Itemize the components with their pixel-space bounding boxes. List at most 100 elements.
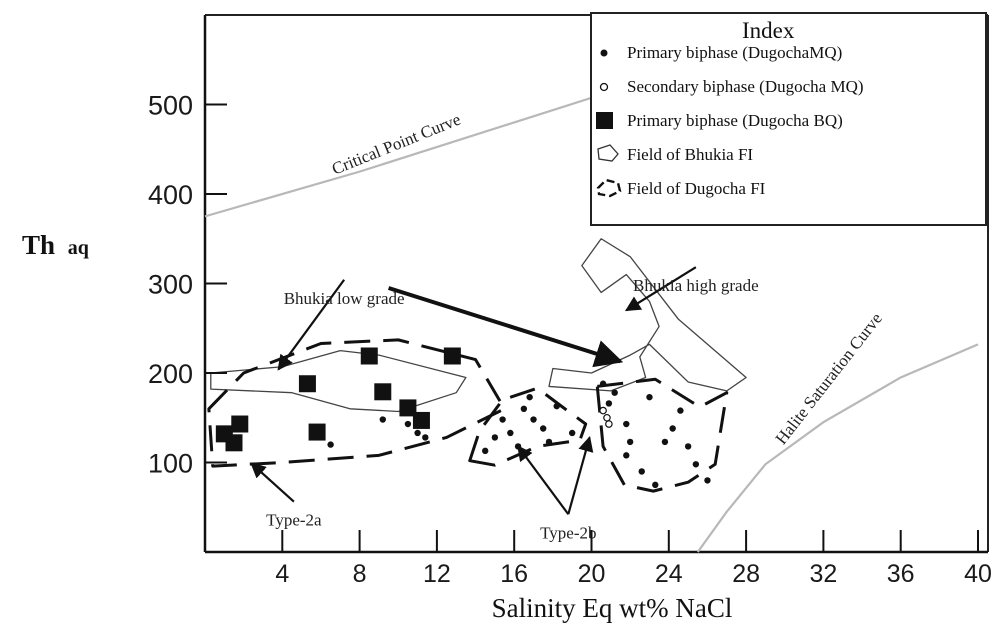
- type-2b-label: Type-2b: [540, 523, 596, 542]
- mq-primary-point: [520, 405, 528, 412]
- bhukia-high-grade-label: Bhukia high grade: [633, 276, 759, 295]
- legend-item-label: Primary biphase (Dugocha BQ): [627, 111, 843, 130]
- legend-filled-square: [596, 112, 613, 129]
- legend-item-label: Field of Dugocha FI: [627, 179, 766, 198]
- bq-square-point: [360, 347, 378, 365]
- legend-item: Field of Dugocha FI: [596, 178, 766, 198]
- mq-primary-point: [646, 393, 653, 401]
- legend-filled-dot: [600, 49, 608, 57]
- x-tick-label: 4: [275, 560, 289, 588]
- x-tick-label: 32: [809, 560, 837, 588]
- bq-square-point: [399, 399, 417, 417]
- mq-primary-point: [545, 438, 553, 446]
- y-axis-title-sub: aq: [68, 237, 89, 259]
- mq-primary-point: [379, 416, 386, 423]
- mq-primary-point: [553, 402, 560, 410]
- legend-item: Secondary biphase (Dugocha MQ): [599, 77, 864, 96]
- type-2a-arrow: [250, 462, 295, 503]
- mq-primary-point: [491, 434, 499, 441]
- x-tick-label: 8: [353, 560, 367, 588]
- bq-square-point: [225, 434, 243, 452]
- mq-primary-point: [623, 420, 630, 428]
- legend-title: Index: [742, 18, 795, 43]
- type-2b-left-field: [468, 386, 588, 467]
- x-axis-title: Salinity Eq wt% NaCl: [492, 593, 733, 623]
- x-tick-label: 24: [655, 560, 683, 588]
- legend-box: [590, 12, 987, 226]
- bhukia-low-grade-arrow: [277, 279, 346, 371]
- legend-solid-outline: [597, 144, 619, 162]
- type-2a-label: Type-2a: [266, 511, 322, 530]
- mq-primary-point: [530, 416, 537, 423]
- bhukia-low-grade-field: [210, 349, 467, 413]
- x-tick-label: 12: [423, 560, 451, 588]
- mq-primary-point: [669, 425, 676, 432]
- bq-square-point: [308, 423, 326, 441]
- y-axis-title-main: Th: [22, 230, 55, 260]
- mq-primary-point: [499, 416, 506, 423]
- x-tick-label: 16: [500, 560, 528, 588]
- mq-primary-point: [507, 429, 514, 437]
- x-tick-label: 20: [578, 560, 606, 588]
- mq-primary-point: [482, 447, 489, 455]
- mq-primary-point: [327, 441, 334, 448]
- bq-square-point: [412, 411, 430, 429]
- mq-primary-point: [539, 425, 547, 432]
- legend-item-label: Field of Bhukia FI: [627, 145, 753, 164]
- x-tick-label: 40: [964, 560, 992, 588]
- mq-primary-point: [704, 477, 711, 484]
- bq-square-point: [231, 415, 249, 433]
- bhukia-high-grade-arrow: [624, 266, 697, 312]
- legend: Index Primary biphase (DugochaMQ) Seconda…: [590, 12, 987, 226]
- legend-items: Primary biphase (DugochaMQ) Secondary bip…: [596, 43, 864, 198]
- y-tick-label: 500: [148, 91, 193, 121]
- mq-secondary-point: [599, 406, 607, 415]
- halite-saturation-curve-label: Halite Saturation Curve: [772, 309, 886, 448]
- legend-item: Primary biphase (DugochaMQ): [600, 43, 842, 62]
- mq-primary-point: [652, 481, 659, 489]
- mq-primary-point: [568, 429, 576, 437]
- legend-dashed-outline: [596, 178, 622, 198]
- type-2b-arrow: [517, 445, 570, 515]
- mq-primary-point: [661, 438, 669, 446]
- y-tick-label: 400: [148, 180, 193, 210]
- x-tick-label: 28: [732, 560, 760, 588]
- field-connector-arrow: [387, 286, 624, 368]
- mq-primary-point: [677, 407, 684, 414]
- legend-open-dot: [599, 82, 609, 92]
- legend-item-label: Secondary biphase (Dugocha MQ): [627, 77, 864, 96]
- y-tick-label: 200: [148, 359, 193, 389]
- mq-secondary-point: [605, 420, 613, 428]
- data-points: [215, 347, 711, 489]
- mq-secondary-point: [603, 413, 611, 422]
- y-axis-title: Th aq: [22, 230, 89, 260]
- mq-primary-point: [422, 434, 429, 441]
- x-tick-label: 36: [887, 560, 915, 588]
- mq-primary-point: [626, 438, 634, 446]
- mq-primary-point: [684, 443, 692, 450]
- legend-item: Primary biphase (Dugocha BQ): [596, 111, 843, 130]
- bq-square-point: [374, 383, 392, 401]
- axes: 100 200 300 400 500 4 8 12 16 20 24 28 32 36 40: [148, 91, 992, 589]
- mq-primary-point: [404, 420, 412, 428]
- type-2b-right-field: [595, 377, 729, 493]
- legend-item-label: Primary biphase (DugochaMQ): [627, 43, 842, 62]
- mq-primary-point: [526, 393, 533, 401]
- bhukia-high-grade-field: [548, 238, 747, 392]
- mq-primary-point: [599, 380, 607, 387]
- legend-item: Field of Bhukia FI: [597, 144, 753, 164]
- mq-primary-point: [638, 468, 645, 475]
- y-tick-label: 300: [148, 270, 193, 300]
- type-2b-arrow: [567, 435, 594, 515]
- bq-square-point: [298, 375, 316, 393]
- halite-saturation-curve-line: [696, 343, 979, 553]
- bhukia-low-grade-label: Bhukia low grade: [284, 289, 405, 308]
- mq-primary-point: [692, 461, 700, 468]
- y-tick-label: 100: [148, 449, 193, 479]
- mq-primary-point: [611, 389, 618, 396]
- mq-primary-point: [414, 429, 421, 437]
- mq-primary-point: [623, 452, 630, 459]
- mq-primary-point: [605, 400, 613, 407]
- bq-square-point: [443, 347, 461, 365]
